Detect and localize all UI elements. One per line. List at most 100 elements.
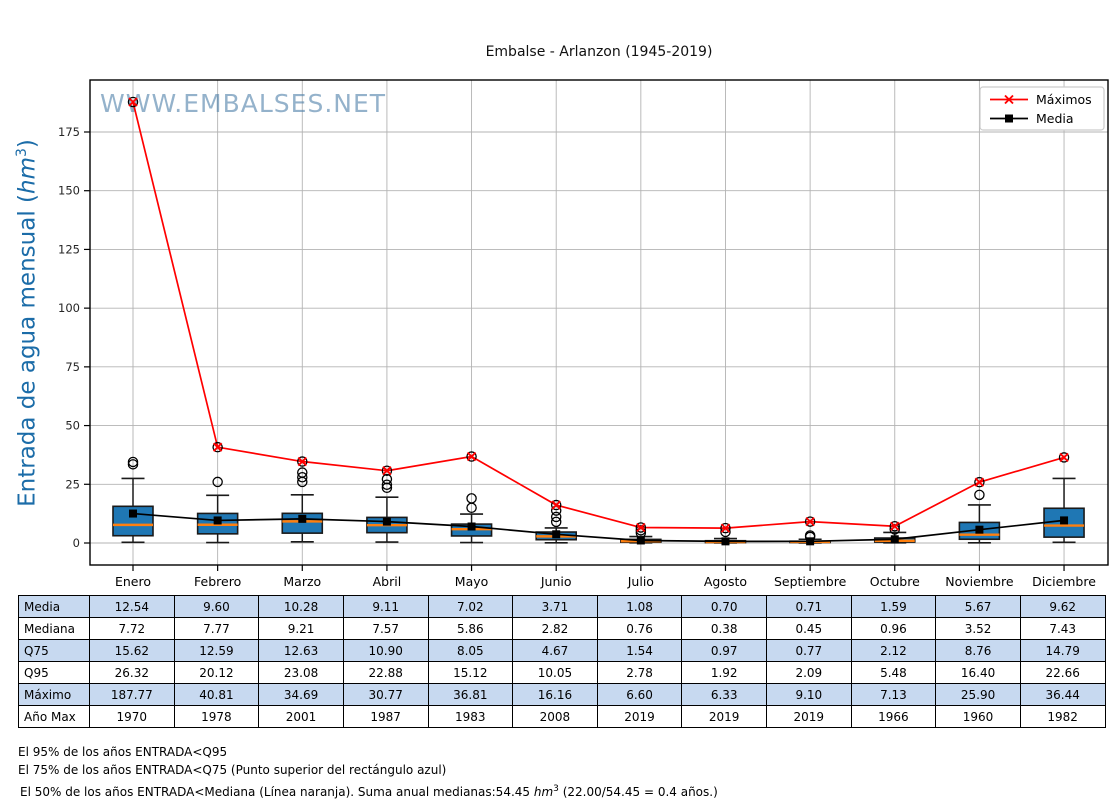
x-tick-label: Octubre <box>870 574 920 589</box>
max-outlier-circle <box>720 522 731 534</box>
table-cell: 16.40 <box>935 661 1021 684</box>
table-cell: 23.08 <box>258 661 344 684</box>
table-cell: 1966 <box>850 705 937 728</box>
y-tick-label: 0 <box>73 536 80 550</box>
table-cell: 1970 <box>89 705 175 728</box>
row-label: Año Max <box>18 705 90 728</box>
table-cell: 36.81 <box>427 683 514 706</box>
outlier-circle <box>297 471 308 483</box>
table-cell: 7.02 <box>427 595 514 618</box>
max-outlier-circle <box>381 465 393 476</box>
table-cell: 1.54 <box>596 639 683 662</box>
outlier-circle <box>889 524 901 535</box>
table-cell: 1.92 <box>681 661 767 684</box>
max-marker <box>974 477 985 487</box>
table-cell: 2001 <box>258 705 344 728</box>
table-cell: 6.33 <box>681 683 767 706</box>
table-cell: 7.72 <box>89 617 175 640</box>
footnote-mediana-text: El 50% de los años ENTRADA<Mediana (Líne… <box>20 785 534 799</box>
mean-marker <box>467 522 476 531</box>
y-tick-label: 25 <box>65 477 80 491</box>
x-tick-label: Mayo <box>455 574 489 589</box>
mean-marker <box>1060 516 1069 525</box>
x-tick-label: Abril <box>373 574 402 589</box>
table-cell: 0.45 <box>766 617 852 640</box>
table-cell: 40.81 <box>173 683 260 706</box>
table-cell: 5.86 <box>427 617 514 640</box>
table-cell: 2.82 <box>512 617 598 640</box>
table-cell: 15.12 <box>427 661 514 684</box>
table-cell: 22.66 <box>1019 661 1106 684</box>
table-cell: 12.54 <box>89 595 175 618</box>
max-marker <box>636 522 646 533</box>
max-marker <box>212 442 223 452</box>
table-cell: 0.76 <box>596 617 683 640</box>
max-outlier-circle <box>804 516 816 527</box>
mean-marker <box>636 536 645 545</box>
y-tick-label: 125 <box>58 242 80 256</box>
table-cell: 9.60 <box>173 595 260 618</box>
max-outlier-circle <box>1058 452 1070 463</box>
table-cell: 2019 <box>596 705 683 728</box>
max-marker <box>466 451 477 462</box>
max-marker <box>297 456 307 467</box>
outlier-circle <box>550 511 562 523</box>
y-tick-label: 50 <box>65 419 80 433</box>
x-tick-label: Junio <box>540 574 572 589</box>
table-cell: 9.21 <box>258 617 344 640</box>
table-cell: 25.90 <box>935 683 1021 706</box>
stats-table-container: Media 12.54 9.60 10.28 9.11 7.02 3.71 1.08 0.70 0… <box>18 595 1106 728</box>
mean-marker <box>890 535 899 544</box>
row-label: Máximo <box>18 683 90 706</box>
table-cell: 3.71 <box>512 595 598 618</box>
table-cell: 2019 <box>766 705 852 728</box>
footnote-q95: El 95% de los años ENTRADA<Q95 <box>18 745 228 759</box>
table-cell: 187.77 <box>89 683 175 706</box>
table-cell: 0.71 <box>766 595 852 618</box>
table-cell: 7.77 <box>173 617 260 640</box>
table-cell: 0.97 <box>681 639 767 662</box>
table-cell: 9.10 <box>766 683 852 706</box>
table-cell: 2.12 <box>850 639 937 662</box>
x-tick-label: Diciembre <box>1032 574 1096 589</box>
table-cell: 0.70 <box>681 595 767 618</box>
table-row: Año Max 1970 1978 2001 1987 1983 2008 2019 2019 2… <box>18 705 1106 728</box>
max-marker <box>1059 452 1069 463</box>
max-outlier-circle <box>297 456 308 467</box>
table-cell: 22.88 <box>342 661 429 684</box>
y-axis-label-close: ) <box>14 139 41 149</box>
mean-marker <box>382 517 391 526</box>
max-marker <box>805 516 815 527</box>
table-row: Q75 15.62 12.59 12.63 10.90 8.05 4.67 1.54 0.97 0… <box>18 639 1106 662</box>
mean-marker <box>806 537 815 546</box>
table-cell: 4.67 <box>512 639 598 662</box>
row-label: Q95 <box>18 661 90 684</box>
mean-marker <box>552 530 561 539</box>
table-cell: 9.11 <box>342 595 429 618</box>
watermark: WWW.EMBALSES.NET <box>100 89 386 118</box>
x-tick-label: Septiembre <box>774 574 847 589</box>
outlier-circle <box>127 456 139 468</box>
table-cell: 20.12 <box>173 661 260 684</box>
table-cell: 16.16 <box>512 683 598 706</box>
max-marker <box>720 523 731 533</box>
table-cell: 10.90 <box>342 639 429 662</box>
table-row: Q95 26.32 20.12 23.08 22.88 15.12 10.05 2.78 1.9… <box>18 661 1106 684</box>
mean-marker <box>298 514 307 523</box>
table-cell: 0.96 <box>850 617 937 640</box>
max-marker <box>128 97 138 107</box>
chart-title: Embalse - Arlanzon (1945-2019) <box>485 44 713 60</box>
table-cell: 5.48 <box>850 661 937 684</box>
footnote-q75: El 75% de los años ENTRADA<Q75 (Punto su… <box>18 763 447 777</box>
y-axis-label: Entrada de agua mensual (hm3) <box>14 73 46 573</box>
table-cell: 8.76 <box>935 639 1021 662</box>
y-axis-unit: hm <box>14 157 41 194</box>
table-cell: 26.32 <box>89 661 175 684</box>
x-tick-label: Marzo <box>283 574 321 589</box>
table-cell: 6.60 <box>596 683 683 706</box>
box-enero <box>112 505 154 537</box>
media-line <box>132 512 1065 543</box>
table-cell: 36.44 <box>1019 683 1106 706</box>
